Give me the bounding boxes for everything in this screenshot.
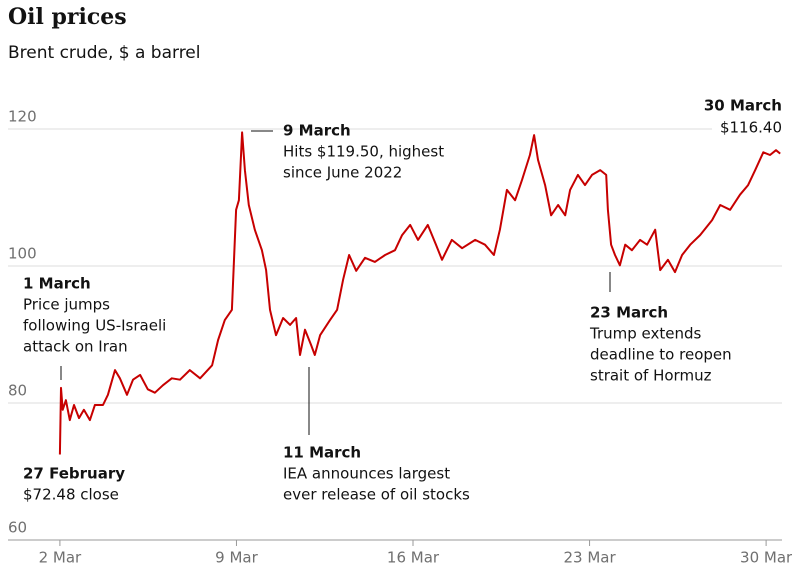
annotation-text: deadline to reopen xyxy=(590,346,732,364)
x-tick-label: 16 Mar xyxy=(387,549,440,567)
annotation-text: Price jumps xyxy=(23,296,110,314)
annotation-text: IEA announces largest xyxy=(283,465,450,483)
annotation-title: 27 February xyxy=(23,465,125,483)
y-tick-label: 80 xyxy=(8,381,27,399)
annotation-text: attack on Iran xyxy=(23,338,128,356)
x-tick-label: 23 Mar xyxy=(563,549,616,567)
y-tick-label: 120 xyxy=(8,107,37,125)
chart-title: Oil prices xyxy=(8,4,127,30)
x-tick-label: 2 Mar xyxy=(39,549,82,567)
annotation-title: 30 March xyxy=(704,97,782,115)
annotation-text: strait of Hormuz xyxy=(590,367,712,385)
y-tick-label: 100 xyxy=(8,244,37,262)
annotation-title: 1 March xyxy=(23,275,91,293)
annotation-text: $72.48 close xyxy=(23,486,119,504)
x-tick-label: 9 Mar xyxy=(215,549,258,567)
price-line xyxy=(58,131,781,455)
annotation-text: Hits $119.50, highest xyxy=(283,143,444,161)
annotation-text: $116.40 xyxy=(720,119,782,137)
annotation-title: 23 March xyxy=(590,304,668,322)
annotation-title: 9 March xyxy=(283,122,351,140)
annotation-text: ever release of oil stocks xyxy=(283,486,470,504)
annotation-text: following US-Israeli xyxy=(23,317,166,335)
chart-subtitle: Brent crude, $ a barrel xyxy=(8,43,201,63)
annotation-text: Trump extends xyxy=(589,325,702,343)
annotation-title: 11 March xyxy=(283,444,361,462)
x-tick-label: 30 Mar xyxy=(740,549,792,567)
annotation-text: since June 2022 xyxy=(283,164,402,182)
label-background xyxy=(712,116,784,136)
y-tick-label: 60 xyxy=(8,519,27,537)
